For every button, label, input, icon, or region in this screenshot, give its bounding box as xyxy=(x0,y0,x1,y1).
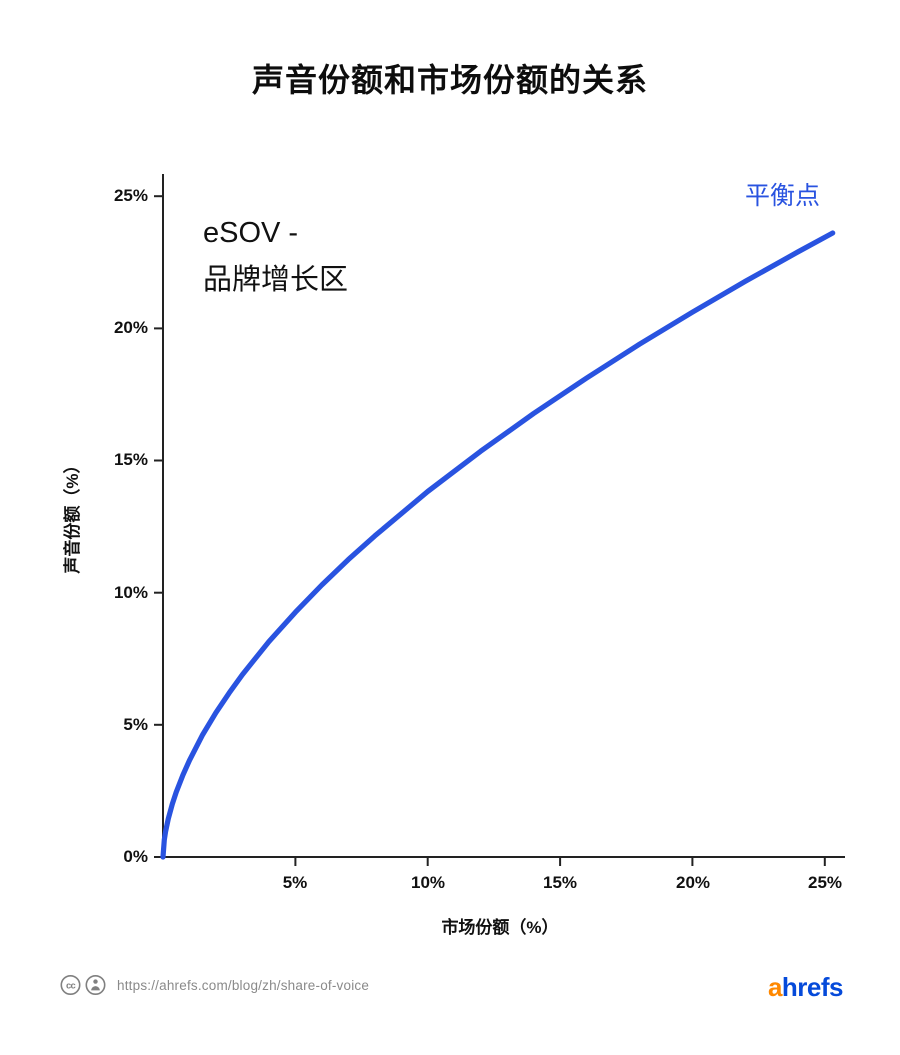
equilibrium-annotation: 平衡点 xyxy=(744,182,820,210)
sov-curve xyxy=(160,230,836,860)
tick-marks xyxy=(154,195,826,866)
axes xyxy=(162,174,845,858)
growth-zone-annotation: eSOV - 品牌增长区 xyxy=(203,210,348,304)
y-tick-label-20: 20% xyxy=(113,318,148,337)
cc-by-license-icons: cc xyxy=(60,975,106,995)
x-tick-label-25: 25% xyxy=(807,873,843,892)
y-tick-label-0: 0% xyxy=(123,847,148,866)
x-axis-title: 市场份额（%） xyxy=(441,918,559,937)
cc-icon: cc xyxy=(60,975,81,995)
y-axis-title: 声音份额（%） xyxy=(63,456,82,574)
growth-zone-line2: 品牌增长区 xyxy=(203,264,349,296)
x-tick-label-15: 15% xyxy=(542,873,578,892)
x-tick-label-5: 5% xyxy=(282,873,308,892)
y-tick-label-25: 25% xyxy=(113,186,148,205)
attribution-person-icon xyxy=(85,975,106,995)
ahrefs-logo-hrefs: hrefs xyxy=(781,972,844,1002)
y-tick-label-10: 10% xyxy=(113,583,148,602)
ahrefs-logo-a: a xyxy=(767,972,782,1002)
y-tick-label-15: 15% xyxy=(113,450,148,469)
y-tick-label-5: 5% xyxy=(123,715,148,734)
x-tick-label-20: 20% xyxy=(675,873,711,892)
source-url: https://ahrefs.com/blog/zh/share-of-voic… xyxy=(117,978,370,993)
x-tick-label-10: 10% xyxy=(410,873,446,892)
footer: cc https://ahrefs.com/blog/zh/share-of-v… xyxy=(60,972,844,1003)
growth-zone-line1: eSOV - xyxy=(203,217,299,249)
svg-text:cc: cc xyxy=(66,981,75,992)
ahrefs-logo: ahrefs xyxy=(767,972,844,1003)
chart-title: 声音份额和市场份额的关系 xyxy=(251,62,648,98)
